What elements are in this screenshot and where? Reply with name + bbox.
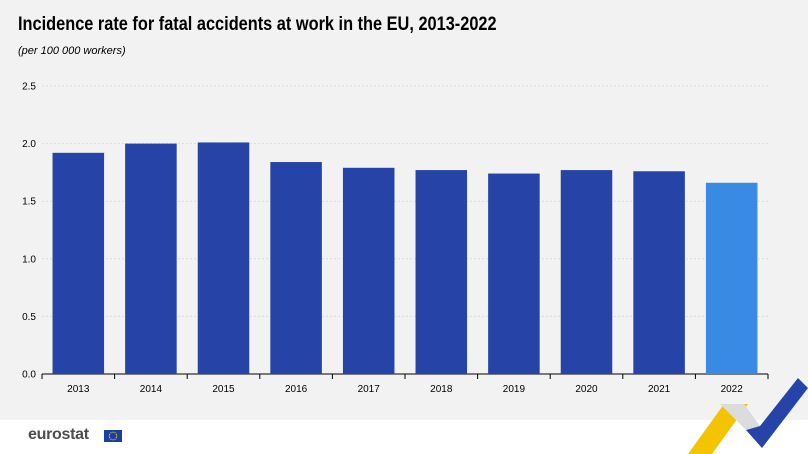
x-tick-label: 2020 <box>575 384 598 395</box>
x-tick-label: 2014 <box>140 384 163 395</box>
x-axis-ticks: 2013 2014 2015 2016 2017 2018 2019 2020 2021 2022 <box>41 374 769 395</box>
x-tick-label: 2013 <box>67 384 90 395</box>
chart-title: Incidence rate for fatal accidents at wo… <box>18 14 497 35</box>
y-tick-label: 1.0 <box>22 254 36 265</box>
bar-2019 <box>488 173 540 374</box>
y-axis-ticks: 0.0 0.5 1.0 1.5 2.0 2.5 <box>22 82 36 381</box>
eurostat-chevron-logo-icon <box>688 378 808 454</box>
y-tick-label: 1.5 <box>22 197 36 208</box>
bar-chart: 0.00.51.01.52.02.5 2013 2014 2015 2016 2017 2… <box>22 82 769 395</box>
y-tick-label: 2.5 <box>22 82 36 93</box>
bar-2016 <box>270 162 322 374</box>
bar-2020 <box>560 170 613 374</box>
bar-2021 <box>633 171 685 374</box>
y-tick-label: 2.0 <box>22 139 36 150</box>
eu-flag-icon <box>104 430 122 442</box>
bar-2017 <box>342 167 395 374</box>
footer-bar <box>0 420 808 454</box>
x-tick-label: 2018 <box>430 384 453 395</box>
bar-2018 <box>415 170 468 374</box>
bar-2022 <box>705 182 758 374</box>
y-tick-label: 0.5 <box>22 312 36 323</box>
x-tick-label: 2015 <box>212 384 235 395</box>
bar-2015 <box>197 142 250 374</box>
x-tick-label: 2017 <box>358 384 381 395</box>
eurostat-logo-text: eurostat <box>28 426 89 443</box>
bar-2013 <box>52 152 105 374</box>
bars <box>52 142 758 374</box>
x-tick-label: 2021 <box>648 384 671 395</box>
chart-subtitle: (per 100 000 workers) <box>18 45 126 57</box>
y-tick-label: 0.0 <box>22 370 36 381</box>
x-tick-label: 2019 <box>503 384 526 395</box>
bar-2014 <box>125 143 177 374</box>
x-tick-label: 2022 <box>721 384 744 395</box>
x-tick-label: 2016 <box>285 384 308 395</box>
